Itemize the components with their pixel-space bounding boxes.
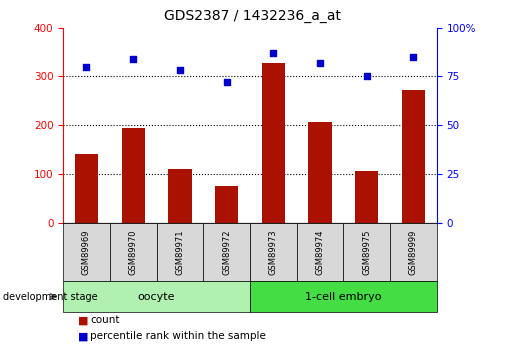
Text: ■: ■ [78,315,89,325]
Text: GSM89974: GSM89974 [316,229,325,275]
Text: GSM89973: GSM89973 [269,229,278,275]
Text: development stage: development stage [3,292,97,302]
Bar [75,154,98,223]
Bar [215,186,238,223]
Text: GSM89970: GSM89970 [129,229,138,275]
Point [129,56,137,61]
Text: GSM89975: GSM89975 [362,229,371,275]
Text: GSM89971: GSM89971 [175,229,184,275]
Bar [309,122,332,223]
Text: 1-cell embryo: 1-cell embryo [305,292,382,302]
Text: GSM89972: GSM89972 [222,229,231,275]
Text: GSM89969: GSM89969 [82,229,91,275]
Bar [122,128,145,223]
Bar [168,169,191,223]
Point [363,73,371,79]
Point [223,79,231,85]
Bar [355,171,378,223]
Point [176,68,184,73]
Bar [262,63,285,223]
Text: ■: ■ [78,332,89,341]
Text: GSM89999: GSM89999 [409,229,418,275]
Text: GDS2387 / 1432236_a_at: GDS2387 / 1432236_a_at [164,9,341,23]
Point [316,60,324,66]
Point [82,64,90,69]
Text: oocyte: oocyte [138,292,175,302]
Bar [402,90,425,223]
Text: count: count [90,315,119,325]
Point [269,50,277,56]
Point [410,54,418,60]
Text: percentile rank within the sample: percentile rank within the sample [90,332,266,341]
